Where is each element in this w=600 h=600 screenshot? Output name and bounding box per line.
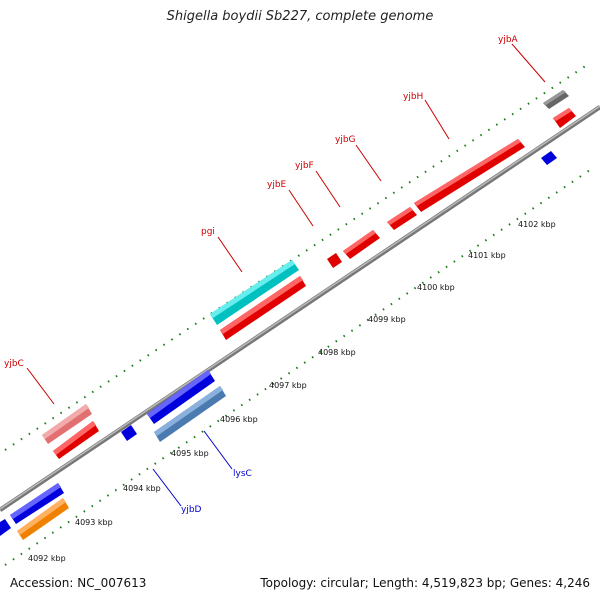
kbp-label: 4099 kbp [368,315,406,324]
feature-red-4098[interactable] [220,276,306,340]
inner-tick-track [4,169,591,566]
feature-yjbE[interactable] [327,253,342,268]
feature-yjbG[interactable] [387,207,417,230]
feature-yjbC[interactable] [42,404,92,444]
feature-small-blue-right[interactable] [541,151,557,165]
kbp-label: 4095 kbp [171,449,209,458]
callout-lines [26,43,546,507]
gene-label-pgi[interactable]: pgi [201,227,215,237]
gene-label-lysC[interactable]: lysC [233,469,252,479]
feature-small-blue-mid[interactable] [121,425,137,441]
kbp-label: 4093 kbp [75,518,113,527]
feature-yjbH[interactable] [414,139,525,212]
feature-red-4094[interactable] [53,421,99,459]
gene-label-yjbC[interactable]: yjbC [4,359,24,369]
kbp-label: 4092 kbp [28,554,66,563]
accession-text: Accession: NC_007613 [10,576,147,590]
feature-pgi[interactable] [210,260,299,325]
gene-labels: yjbA yjbH yjbG yjbF yjbE pgi yjbC lysC y… [4,35,519,515]
feature-lysC[interactable] [154,386,226,442]
feature-yjbA[interactable] [553,108,576,128]
feature-orange[interactable] [17,498,69,540]
gene-label-yjbE[interactable]: yjbE [267,180,287,190]
feature-yjbF[interactable] [343,230,380,259]
gene-label-yjbF[interactable]: yjbF [295,161,314,171]
gene-label-yjbA[interactable]: yjbA [498,35,519,45]
genome-backbone [0,105,600,512]
feature-gray[interactable] [543,90,569,109]
gene-label-yjbG[interactable]: yjbG [335,135,356,145]
kbp-label: 4101 kbp [468,251,506,260]
gene-label-yjbD[interactable]: yjbD [181,505,202,515]
kbp-label: 4098 kbp [318,348,356,357]
feature-yjbD[interactable] [10,483,64,524]
kbp-label: 4094 kbp [123,484,161,493]
map-title: Shigella boydii Sb227, complete genome [166,9,434,24]
kbp-scale-labels: 4092 kbp 4093 kbp 4094 kbp 4095 kbp 4096… [28,220,556,563]
feature-small-blue-left[interactable] [0,519,11,536]
feature-blue-4096[interactable] [147,370,215,424]
kbp-label: 4097 kbp [269,381,307,390]
kbp-label: 4100 kbp [417,283,455,292]
kbp-label: 4096 kbp [220,415,258,424]
genome-summary-text: Topology: circular; Length: 4,519,823 bp… [260,576,590,590]
feature-blocks [0,90,576,540]
gene-label-yjbH[interactable]: yjbH [403,92,423,102]
kbp-label: 4102 kbp [518,220,556,229]
